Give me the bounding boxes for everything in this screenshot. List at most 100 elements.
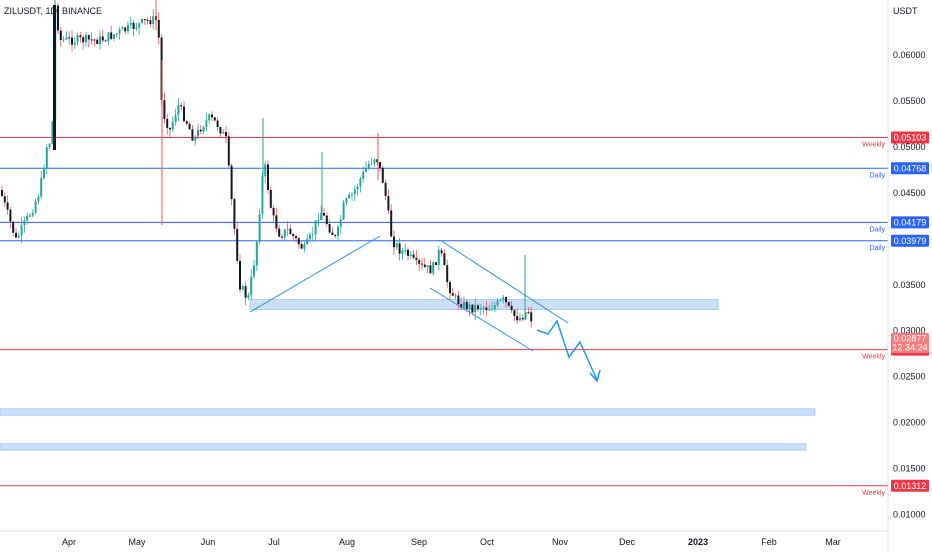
weekly-level-tag: Weekly bbox=[862, 490, 885, 497]
candle-body bbox=[194, 136, 197, 141]
candle-body bbox=[104, 40, 107, 42]
candle-body bbox=[437, 250, 440, 265]
candle-body bbox=[26, 215, 29, 221]
candle-body bbox=[365, 168, 367, 172]
daily-level-price-label: 0.04179 bbox=[894, 217, 927, 227]
y-tick-label: 0.01500 bbox=[893, 464, 926, 474]
candle-body bbox=[253, 265, 255, 277]
candle-body bbox=[34, 201, 37, 213]
candle-body bbox=[124, 27, 127, 32]
x-tick-label: Nov bbox=[552, 537, 569, 547]
channel-upper-line bbox=[439, 239, 569, 324]
daily-level-price-label: 0.04768 bbox=[894, 163, 927, 173]
candle-body bbox=[185, 121, 188, 124]
candle-body bbox=[255, 241, 258, 266]
candle-body bbox=[493, 305, 496, 310]
candle-body bbox=[407, 249, 409, 256]
candle-body bbox=[415, 257, 418, 261]
daily-level-price-bg bbox=[891, 216, 929, 229]
candle-body bbox=[334, 235, 337, 237]
candle-body bbox=[328, 224, 331, 233]
candle-body bbox=[314, 220, 317, 235]
candle-body bbox=[149, 20, 152, 25]
candle-body bbox=[208, 114, 211, 121]
candle-body bbox=[197, 129, 199, 137]
candle-body bbox=[141, 19, 143, 23]
candle-body bbox=[1, 190, 3, 197]
x-tick-label: Jun bbox=[201, 537, 216, 547]
candle-body bbox=[213, 117, 216, 121]
candle-body bbox=[135, 27, 138, 29]
candle-body bbox=[211, 114, 213, 118]
candle-body bbox=[205, 120, 208, 127]
candle-body bbox=[295, 236, 297, 239]
candle-body bbox=[247, 295, 250, 298]
candle-body bbox=[421, 263, 423, 265]
candle-body bbox=[17, 235, 20, 238]
candle-body bbox=[516, 316, 519, 321]
candle-body bbox=[337, 226, 339, 236]
candle-body bbox=[191, 129, 194, 141]
candle-body bbox=[463, 301, 465, 308]
candle-body bbox=[356, 186, 359, 190]
time-axis[interactable]: Apr May Jun Jul Aug Sep Oct Nov Dec 2023 Feb Mar bbox=[62, 537, 841, 547]
support-zone bbox=[0, 443, 807, 451]
candle-body bbox=[317, 219, 320, 221]
candle-body bbox=[115, 33, 118, 35]
candle-body bbox=[37, 196, 40, 202]
candle-body bbox=[491, 309, 493, 311]
candle-body bbox=[110, 32, 113, 39]
candle-body bbox=[379, 162, 381, 168]
candle-body bbox=[275, 215, 278, 229]
candle-body bbox=[169, 127, 171, 130]
candle-body bbox=[85, 35, 87, 43]
candle-body bbox=[524, 312, 527, 320]
candles-layer bbox=[1, 0, 533, 329]
candle-body bbox=[345, 198, 348, 203]
candle-body bbox=[412, 254, 415, 258]
candle-body bbox=[477, 305, 479, 310]
candle-body bbox=[43, 168, 45, 179]
weekly-level-price-bg bbox=[891, 131, 929, 144]
candle-body-spike bbox=[53, 5, 56, 150]
candle-body bbox=[393, 236, 395, 248]
candle-body bbox=[272, 207, 275, 216]
candle-body bbox=[435, 262, 437, 265]
candle-body bbox=[199, 129, 202, 132]
candle-body bbox=[418, 260, 421, 264]
x-tick-label: 2023 bbox=[688, 537, 708, 547]
candle-body bbox=[311, 234, 314, 236]
candle-body bbox=[281, 236, 283, 238]
daily-level-tag: Daily bbox=[869, 245, 885, 252]
candle-body bbox=[51, 121, 54, 144]
daily-level-price-bg bbox=[891, 162, 929, 175]
candle-body bbox=[163, 100, 166, 119]
candle-body bbox=[127, 24, 129, 32]
candle-body bbox=[505, 297, 507, 303]
candle-body bbox=[362, 171, 365, 179]
candle-body bbox=[454, 295, 457, 297]
candle-body bbox=[90, 39, 93, 41]
candle-body bbox=[6, 202, 9, 210]
candle-body bbox=[244, 286, 247, 298]
symbol-title: ZILUSDT, 1D, BINANCE bbox=[4, 6, 102, 16]
weekly-level-price-bg bbox=[891, 479, 929, 492]
candle-body bbox=[202, 126, 205, 132]
candle-body bbox=[292, 234, 295, 237]
weekly-level-tag: Weekly bbox=[862, 354, 885, 361]
candle-body bbox=[177, 105, 180, 116]
candle-body bbox=[152, 16, 155, 25]
candle-body bbox=[376, 159, 379, 163]
y-tick-label: 0.01000 bbox=[893, 509, 926, 519]
x-tick-label: Apr bbox=[62, 537, 76, 547]
candle-body bbox=[3, 196, 6, 203]
candle-body bbox=[264, 164, 267, 177]
candle-body bbox=[269, 189, 272, 208]
candle-body bbox=[401, 250, 404, 254]
candle-body bbox=[107, 32, 110, 42]
candle-body bbox=[404, 249, 407, 251]
candle-body bbox=[351, 194, 353, 196]
